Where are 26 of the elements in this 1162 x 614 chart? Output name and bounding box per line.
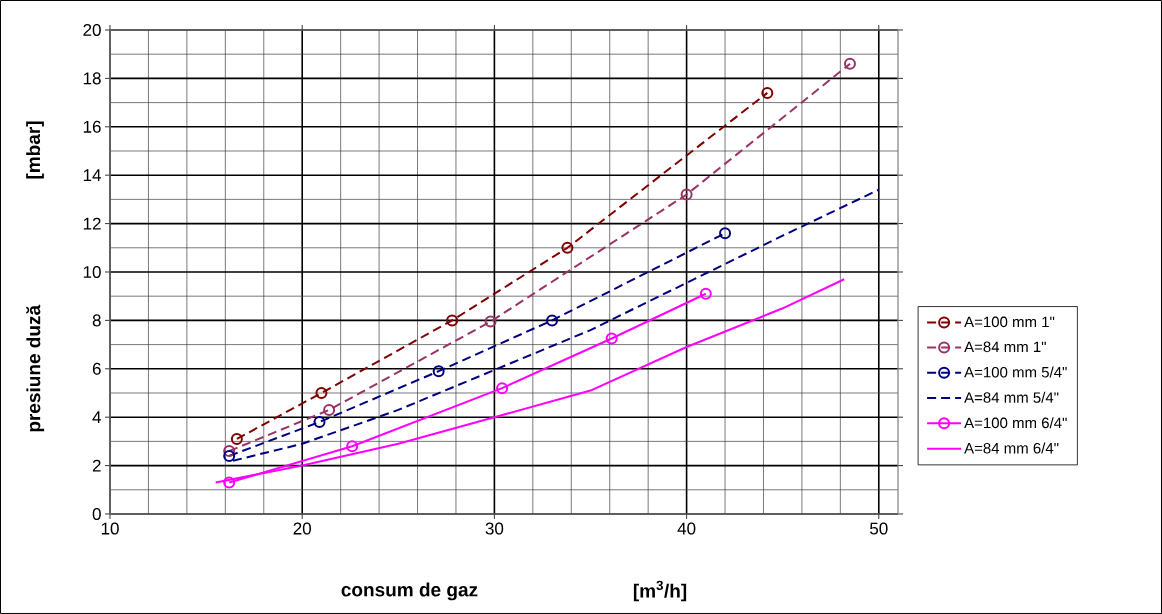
y-tick-label: 4 <box>92 411 101 424</box>
x-tick-label: 20 <box>293 522 311 535</box>
x-tick-label: 50 <box>870 522 888 535</box>
x-tick-label: 40 <box>677 522 696 535</box>
y-tick-label: 8 <box>92 314 101 327</box>
y-tick-label: 10 <box>83 265 101 279</box>
x-tick-label: 10 <box>101 522 119 535</box>
legend-label: A=84 mm 5/4" <box>964 391 1059 403</box>
y-tick-label: 18 <box>83 72 101 85</box>
y-tick-label: 20 <box>83 23 101 37</box>
legend-label: A=84 mm 6/4" <box>964 442 1059 454</box>
y-tick-label: 16 <box>83 120 101 133</box>
legend-label: A=84 mm 1" <box>964 341 1046 353</box>
y-axis-title: presiune duză <box>26 304 45 432</box>
y-tick-label: 6 <box>92 362 101 375</box>
legend-label: A=100 mm 1" <box>964 316 1055 328</box>
legend-label: A=100 mm 6/4" <box>964 417 1067 429</box>
legend-label: A=100 mm 5/4" <box>964 366 1067 378</box>
text: [m$^{3}$/h] <box>633 580 687 602</box>
x-tick-label: 30 <box>485 522 504 535</box>
text: [mbar] <box>26 121 44 179</box>
y-tick-label: 2 <box>92 459 101 472</box>
y-tick-label: 12 <box>83 217 101 230</box>
x-axis-title: consum de gaz <box>341 582 478 601</box>
y-tick-label: 14 <box>83 169 101 182</box>
y-tick-label: 0 <box>92 507 101 521</box>
